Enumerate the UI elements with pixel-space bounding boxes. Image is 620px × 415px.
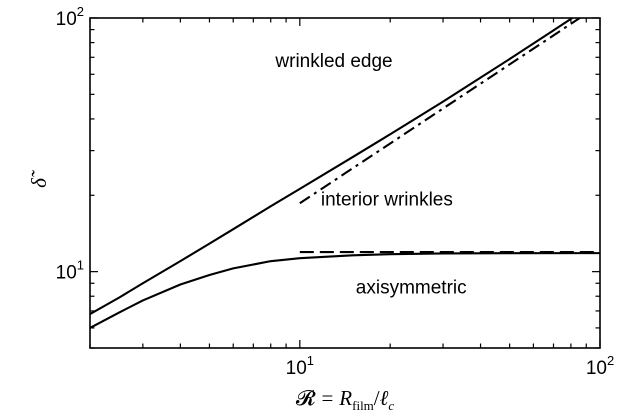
series-line-2-solid [90,252,600,329]
y-tick-label: 101 [56,258,84,284]
x-tick-label: 102 [586,353,614,379]
x-axis-label-lhs: 𝓡 [296,386,316,410]
series-line-1-solid [90,18,575,316]
series-line-3-dashdot [299,18,582,205]
plot-background [90,18,600,348]
x-axis-label-slash: / [374,386,380,410]
x-axis-label-eq: = [321,386,333,410]
region-label-interior-wrinkles: interior wrinkles [321,190,453,211]
x-axis-label-film: film [352,398,374,413]
x-axis-label-c: c [388,398,394,413]
region-label-wrinkled-edge: wrinkled edge [274,51,392,72]
series-layer [90,18,600,329]
x-axis-label-r: R [338,386,352,410]
y-axis-label: δ̃ [27,169,51,188]
region-label-layer: wrinkled edge interior wrinkles axisymmetr… [274,51,466,298]
y-tick-label: 102 [56,4,84,30]
plot-frame [89,17,601,349]
x-axis-label: 𝓡 = Rfilm/ℓc [296,386,395,413]
region-label-axisymmetric: axisymmetric [356,278,467,299]
x-tick-label: 101 [286,353,314,379]
x-axis-label-ell: ℓ [380,386,389,410]
